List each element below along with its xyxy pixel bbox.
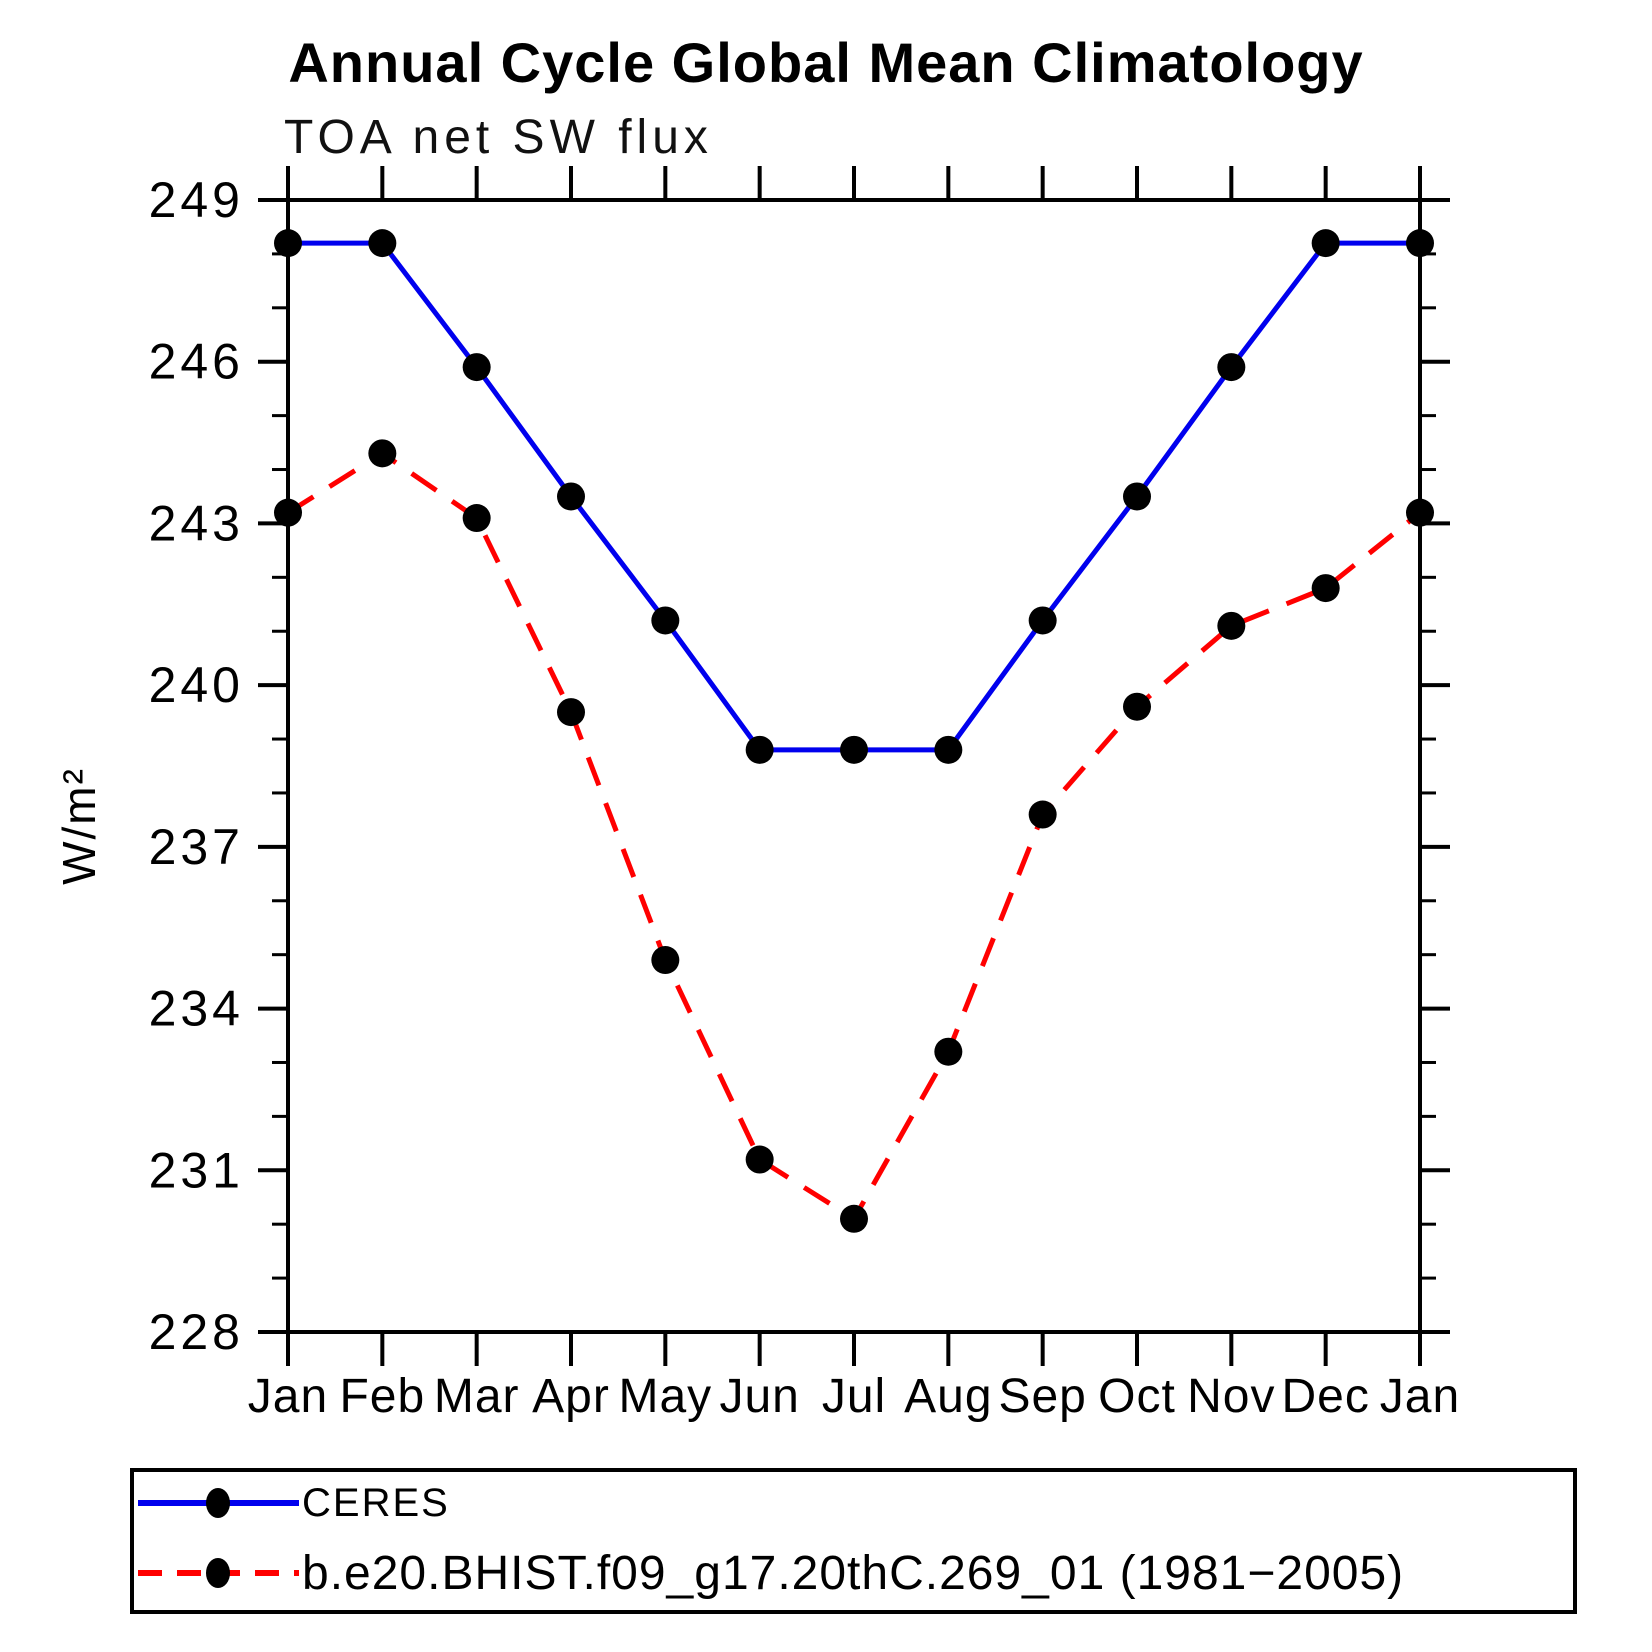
chart-title: Annual Cycle Global Mean Climatology [288,31,1364,94]
data-point [1123,482,1151,511]
data-point [274,229,302,258]
data-point [934,1037,963,1066]
data-point [1028,800,1057,829]
data-point [1123,692,1151,721]
data-point [274,498,302,527]
data-point [1406,229,1434,258]
x-tick-label: Jul [822,1370,886,1423]
series-line [286,450,1422,1223]
x-tick-label: Jan [1380,1370,1460,1423]
x-tick-label: Jan [248,1370,328,1423]
data-point [1217,611,1246,640]
x-tick-label: Aug [904,1370,992,1423]
data-point [840,1204,868,1233]
x-tick-label: Apr [532,1370,610,1423]
legend-row-model: b.e20.BHIST.f09_g17.20thC.269_01 (1981−2… [136,1544,1404,1602]
y-tick-label: 231 [149,1142,244,1198]
x-tick-label: Dec [1281,1370,1369,1423]
series-model [274,439,1434,1233]
y-axis: 228 231 234 237 240 243 246 249 [149,172,1450,1360]
data-point [1406,498,1434,527]
y-tick-label: 240 [149,657,244,713]
data-point [557,482,585,511]
series-line [288,240,1420,753]
data-point [1311,229,1340,258]
legend-row-ceres: CERES [136,1478,450,1528]
y-axis-label: W/m² [53,767,105,885]
plot-box [286,198,1422,1334]
data-point [745,1145,774,1174]
legend-label-ceres: CERES [302,1480,450,1525]
legend-box [130,1468,1577,1614]
data-point [557,698,585,727]
x-tick-label: May [618,1370,712,1423]
y-tick-label: 234 [149,981,244,1037]
data-point [651,606,680,635]
y-tick-label: 243 [149,495,244,551]
data-point [840,735,868,764]
data-point [462,353,491,382]
data-point [745,735,774,764]
data-point [368,439,397,468]
x-axis: Jan Feb Mar Apr May Jun Jul Aug Sep Oct Nov Dec Jan [248,166,1460,1423]
legend-swatch-ceres-line-icon [138,1488,299,1518]
x-tick-label: Oct [1098,1370,1176,1423]
chart-subtitle: TOA net SW flux [284,111,713,164]
x-tick-label: Mar [434,1370,520,1423]
legend-label-model: b.e20.BHIST.f09_g17.20thC.269_01 (1981−2… [302,1546,1405,1600]
y-tick-label: 246 [149,334,244,390]
x-tick-label: Sep [998,1370,1086,1423]
y-tick-label: 237 [149,819,244,875]
legend-swatch-model-line-icon [138,1558,299,1588]
y-tick-label: 249 [149,172,244,228]
x-tick-label: Jun [719,1370,799,1423]
data-point [651,946,680,975]
data-point [462,504,491,533]
data-point [368,229,397,258]
x-tick-label: Feb [339,1370,425,1423]
y-axis-label-text: W/m² [53,767,105,885]
data-point [1311,574,1340,603]
data-point [1217,353,1246,382]
data-point [934,735,963,764]
data-point [1028,606,1057,635]
y-tick-label: 228 [149,1304,244,1360]
x-tick-label: Nov [1187,1370,1275,1423]
series-ceres [274,229,1434,764]
